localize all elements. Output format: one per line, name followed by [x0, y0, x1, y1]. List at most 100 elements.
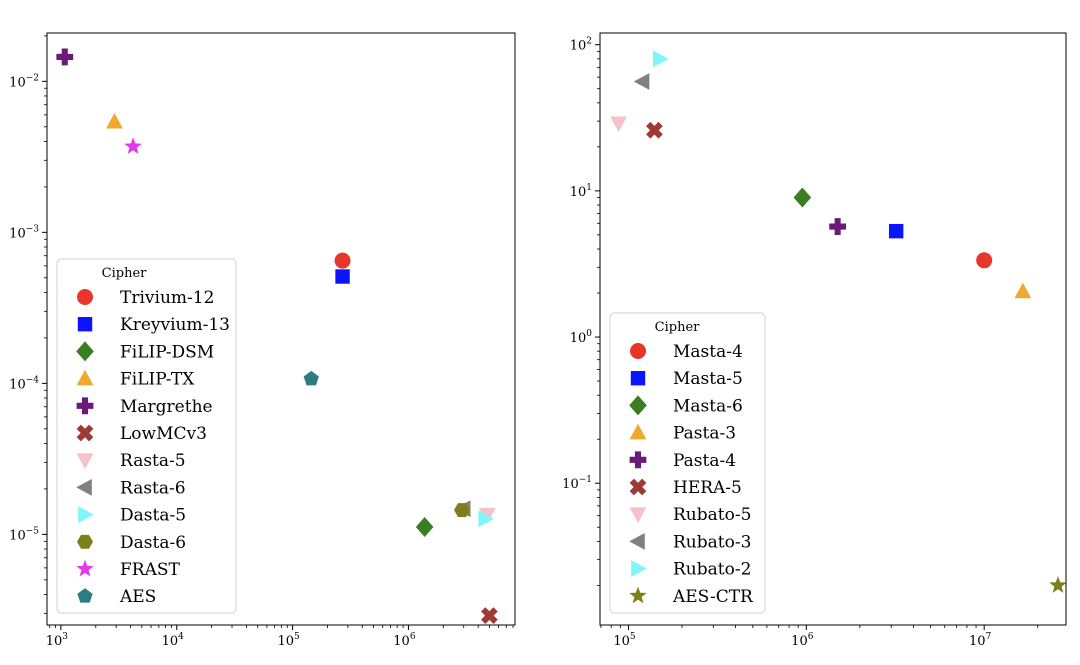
legend-label: AES [119, 587, 156, 607]
panel-left: 103 104 105 106 10−2 10−3 10−4 10−5 Cipher Triviu… [9, 32, 516, 649]
point-rubato-3 [633, 73, 650, 90]
legend-marker [77, 317, 93, 332]
legend-marker [629, 533, 645, 550]
y-tick-label: 100 [570, 329, 593, 346]
legend-marker [76, 341, 94, 362]
legend-label: Trivium-12 [120, 288, 214, 308]
x-tick-label: 105 [277, 632, 300, 649]
legend-item: Rasta-6 [76, 478, 186, 498]
legend-marker [631, 560, 647, 577]
legend-marker [629, 451, 647, 469]
panel-right: 105 106 107 102 101 100 10−1 Cipher Masta-4 Masta… [562, 32, 1067, 649]
y-tick-label: 10−4 [9, 375, 39, 392]
legend-label: LowMCv3 [120, 424, 207, 444]
legend-item: FiLIP-TX [76, 369, 195, 390]
legend-item: Rubato-3 [629, 532, 751, 552]
legend-item: LowMCv3 [76, 424, 207, 444]
x-tick-label: 107 [969, 632, 992, 649]
point-aes [303, 370, 319, 386]
point-pasta-3 [1014, 282, 1032, 299]
legend-label: Pasta-3 [673, 424, 736, 444]
legend-marker [630, 343, 646, 359]
legend-label: Rasta-5 [120, 451, 186, 471]
x-tick-label: 105 [613, 632, 636, 649]
legend-marker [76, 453, 94, 469]
legend-item: Pasta-3 [629, 423, 736, 444]
x-tick-label: 103 [46, 632, 69, 649]
x-tick-label: 106 [393, 632, 416, 649]
legend-item: Trivium-12 [77, 288, 214, 308]
legend-label: Pasta-4 [673, 451, 736, 471]
point-dasta-5 [478, 510, 495, 528]
y-tick-label: 10−3 [9, 224, 39, 241]
legend-item: AES-CTR [629, 586, 754, 607]
legend-marker [76, 397, 94, 415]
legend-marker [630, 371, 646, 386]
legend-label: FiLIP-TX [120, 370, 195, 390]
legend-item: AES [77, 587, 156, 607]
legend-item: Margrethe [76, 397, 213, 417]
legend-item: Pasta-4 [629, 451, 736, 471]
legend-label: HERA-5 [673, 478, 742, 498]
y-tick-label: 10−5 [9, 526, 39, 543]
legend-marker [629, 507, 647, 523]
legend-marker [77, 534, 93, 549]
legend-marker [76, 479, 92, 496]
legend-marker [76, 424, 94, 442]
legend-label: AES-CTR [672, 587, 754, 607]
legend-label: Rubato-2 [673, 560, 751, 580]
legend-item: Masta-6 [629, 395, 743, 416]
legend-marker [76, 369, 94, 386]
point-trivium-12 [334, 252, 351, 269]
legend-item: Rubato-2 [631, 560, 751, 580]
x-tick-label: 104 [162, 632, 185, 649]
point-frast [124, 137, 142, 154]
legend-label: FRAST [120, 560, 181, 580]
point-lowmcv3 [481, 607, 498, 624]
legend-label: FiLIP-DSM [120, 342, 214, 362]
legend-item: FRAST [76, 559, 181, 580]
axes-frame-right [599, 32, 1067, 626]
legend-item: HERA-5 [629, 478, 742, 498]
legend-box [56, 258, 237, 614]
legend-label: Rasta-6 [120, 478, 186, 498]
legend-marker [77, 289, 93, 305]
point-masta-4 [976, 252, 993, 269]
point-rubato-5 [610, 116, 627, 133]
legend-item: FiLIP-DSM [76, 341, 214, 362]
data-points-right [610, 50, 1067, 593]
legend-marker [629, 423, 647, 440]
point-dasta-6 [453, 503, 470, 517]
data-points-left [56, 48, 498, 624]
legend-marker [77, 588, 93, 603]
legend-item: Masta-4 [630, 342, 743, 362]
legend-right: Cipher Masta-4 Masta-5 Masta-6 Pasta-3 Pasta-… [609, 312, 766, 614]
point-hera-5 [646, 121, 663, 139]
axes-frame-left [46, 32, 516, 626]
legend-label: Masta-4 [673, 342, 743, 362]
legend-marker [629, 478, 647, 496]
point-filip-dsm [415, 516, 434, 537]
legend-label: Kreyvium-13 [120, 315, 230, 335]
legend-item: Kreyvium-13 [77, 315, 230, 335]
legend-item: Dasta-5 [78, 506, 186, 526]
x-tick-label: 106 [791, 632, 814, 649]
legend-left: Cipher Trivium-12 Kreyvium-13 FiLIP-DSM FiLI… [56, 258, 237, 614]
point-masta-5 [888, 223, 904, 239]
legend-item: Rubato-5 [629, 505, 751, 525]
point-rubato-2 [652, 50, 669, 68]
y-tick-label: 10−2 [9, 73, 39, 90]
legend-marker [76, 559, 94, 577]
legend-label: Masta-5 [673, 369, 743, 389]
point-masta-6 [793, 187, 812, 208]
legend-box [609, 312, 766, 614]
y-tick-label: 10−1 [562, 475, 592, 492]
legend-item: Masta-5 [630, 369, 743, 389]
legend-item: Rasta-5 [76, 451, 186, 471]
y-tick-label: 102 [570, 37, 592, 54]
legend-label: Margrethe [120, 397, 213, 417]
legend-marker [629, 395, 647, 416]
point-margrethe [56, 48, 74, 66]
point-filip-tx [106, 112, 123, 129]
